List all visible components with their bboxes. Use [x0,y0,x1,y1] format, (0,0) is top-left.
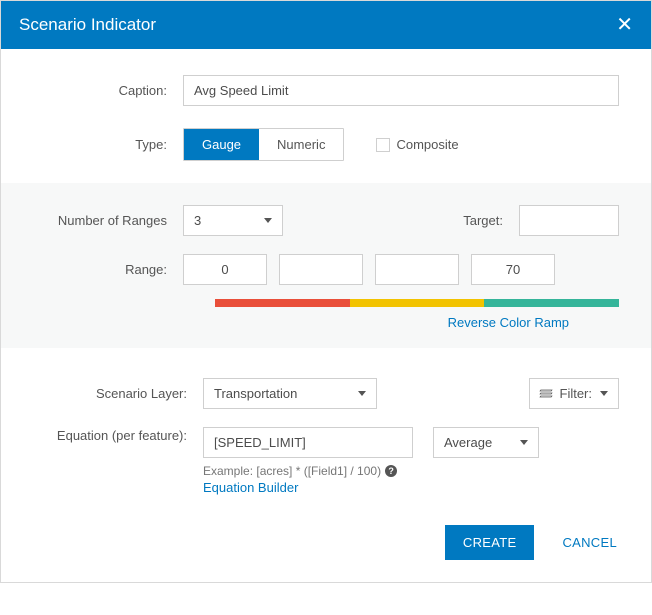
ranges-top-row: Number of Ranges 3 Target: [33,205,619,236]
caption-label: Caption: [33,83,183,98]
type-toggle-group: Gauge Numeric [183,128,344,161]
scenario-indicator-dialog: Scenario Indicator ✕ Caption: Type: Gaug… [0,0,652,583]
aggregation-select[interactable]: Average [433,427,539,458]
dialog-body: Caption: Type: Gauge Numeric Composite N… [1,49,651,505]
type-label: Type: [33,137,183,152]
range-label: Range: [33,262,183,277]
dialog-footer: CREATE CANCEL [1,505,651,582]
equation-input[interactable] [203,427,413,458]
scenario-layer-value: Transportation [214,386,297,401]
equation-label: Equation (per feature): [33,427,203,445]
target-input[interactable] [519,205,619,236]
type-gauge-button[interactable]: Gauge [184,129,259,160]
create-button[interactable]: CREATE [445,525,535,560]
scenario-layer-label: Scenario Layer: [33,386,203,401]
dialog-header: Scenario Indicator ✕ [1,1,651,49]
color-ramp [215,299,619,307]
equation-builder-link[interactable]: Equation Builder [203,480,298,495]
chevron-down-icon [520,440,528,445]
scenario-layer-select[interactable]: Transportation [203,378,377,409]
reverse-ramp-row: Reverse Color Ramp [33,315,619,330]
filter-label: Filter: [560,386,593,401]
range-input-3[interactable] [471,254,555,285]
range-input-2[interactable] [375,254,459,285]
scenario-layer-row: Scenario Layer: Transportation Filter: [33,378,619,409]
ranges-panel: Number of Ranges 3 Target: Range: [1,183,651,348]
equation-example: Example: [acres] * ([Field1] / 100) ? [203,464,619,478]
filter-button[interactable]: Filter: [529,378,620,409]
reverse-color-ramp-link[interactable]: Reverse Color Ramp [448,315,569,330]
chevron-down-icon [358,391,366,396]
target-label: Target: [463,213,519,228]
num-ranges-label: Number of Ranges [33,213,183,228]
close-icon[interactable]: ✕ [616,15,633,35]
help-icon[interactable]: ? [385,465,397,477]
composite-checkbox[interactable]: Composite [376,137,458,152]
bottom-section: Scenario Layer: Transportation Filter: E… [33,348,619,505]
type-numeric-button[interactable]: Numeric [259,129,343,160]
checkbox-icon [376,138,390,152]
range-input-0[interactable] [183,254,267,285]
ramp-segment-0 [215,299,350,307]
ramp-segment-2 [484,299,619,307]
range-input-1[interactable] [279,254,363,285]
range-values-row: Range: [33,254,619,285]
type-row: Type: Gauge Numeric Composite [33,128,619,161]
chevron-down-icon [600,391,608,396]
num-ranges-value: 3 [194,213,201,228]
ramp-segment-1 [350,299,485,307]
caption-row: Caption: [33,75,619,106]
example-text: Example: [acres] * ([Field1] / 100) [203,464,381,478]
cancel-button[interactable]: CANCEL [556,534,623,551]
dialog-title: Scenario Indicator [19,15,156,35]
layers-icon [540,389,552,399]
caption-input[interactable] [183,75,619,106]
chevron-down-icon [264,218,272,223]
aggregation-value: Average [444,435,492,450]
composite-label: Composite [396,137,458,152]
equation-row: Equation (per feature): Average Example:… [33,427,619,495]
num-ranges-select[interactable]: 3 [183,205,283,236]
